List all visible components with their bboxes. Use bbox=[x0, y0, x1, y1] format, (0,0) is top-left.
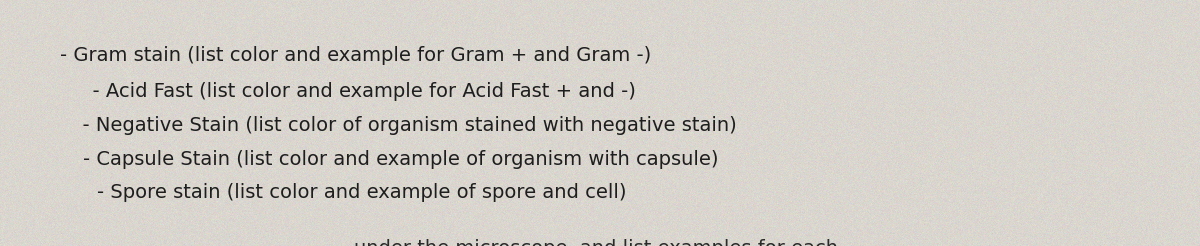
Text: - Negative Stain (list color of organism stained with negative stain): - Negative Stain (list color of organism… bbox=[70, 116, 737, 135]
Text: - Capsule Stain (list color and example of organism with capsule): - Capsule Stain (list color and example … bbox=[58, 150, 719, 169]
Text: - Spore stain (list color and example of spore and cell): - Spore stain (list color and example of… bbox=[72, 183, 626, 202]
Text: - Gram stain (list color and example for Gram + and Gram -): - Gram stain (list color and example for… bbox=[60, 46, 652, 65]
Text: - Acid Fast (list color and example for Acid Fast + and -): - Acid Fast (list color and example for … bbox=[80, 82, 636, 101]
Text: under the microscope, and list examples for each.: under the microscope, and list examples … bbox=[354, 239, 845, 246]
